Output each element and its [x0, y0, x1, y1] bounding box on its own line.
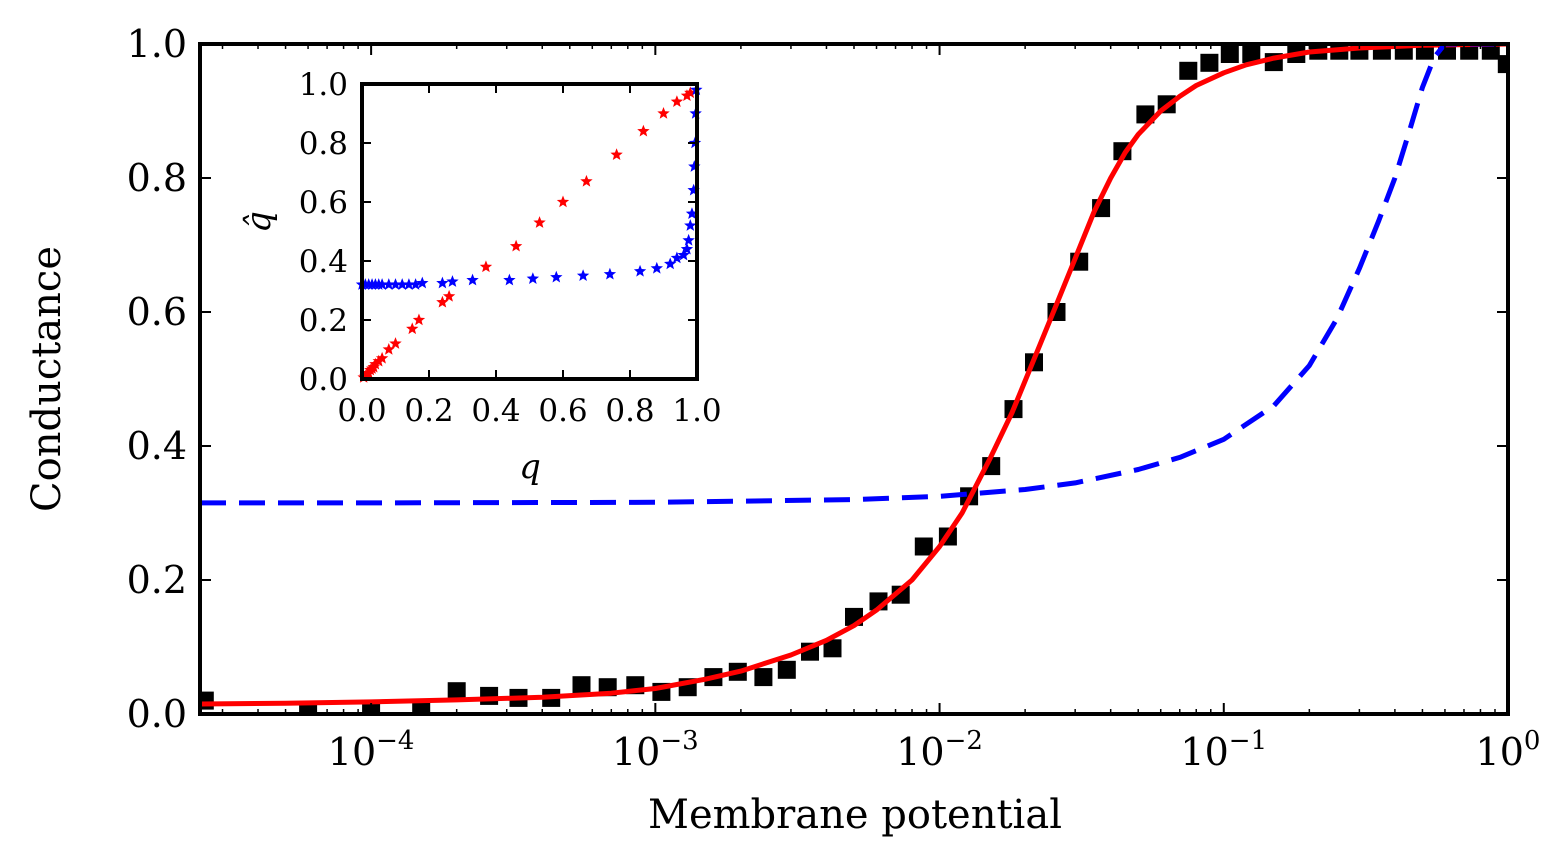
inset-y-tick-label: 0.4	[299, 244, 348, 280]
inset-y-axis-title: q̂	[239, 211, 279, 233]
inset-star-point	[576, 269, 590, 282]
y-tick-label: 0.2	[127, 558, 187, 602]
data-point-square	[447, 682, 466, 701]
main-plot-frame	[198, 42, 1510, 716]
data-point-square	[754, 668, 773, 687]
y-axis-title: Conductance	[24, 246, 70, 512]
inset-star-point	[509, 239, 523, 252]
inset-star-point	[684, 219, 697, 231]
x-tick-label: 10−2	[896, 726, 983, 774]
inset-x-axis-title: q	[519, 447, 541, 487]
inset-y-tick-label: 0.6	[299, 185, 348, 221]
inset-x-tick-label: 0.2	[404, 393, 453, 429]
inset-y-tick-label: 0.8	[299, 126, 348, 162]
inset-y-tick-label: 0.2	[299, 303, 348, 339]
inset-plot-panel: 0.0 0.2 0.4 0.6 0.8 1.0 0.0 0.2 0.4 0.6 0.8 1.0 q q…	[239, 67, 722, 487]
inset-star-point	[680, 89, 694, 102]
inset-star-point	[416, 276, 429, 289]
inset-background	[362, 84, 697, 379]
inset-star-point	[382, 343, 395, 355]
inset-x-tick-label: 0.8	[605, 393, 654, 429]
inset-star-point	[664, 257, 677, 270]
inset-star-point	[466, 273, 479, 286]
main-series-layer	[200, 44, 1508, 714]
inset-ticks-layer: 0.0 0.2 0.4 0.6 0.8 1.0 0.0 0.2 0.4 0.6 0.8 1.0	[299, 67, 722, 429]
inset-star-point	[550, 270, 563, 283]
inset-star-point	[382, 278, 395, 290]
dashed-fit-line	[200, 44, 1508, 506]
inset-star-point	[442, 289, 456, 302]
inset-star-point	[670, 95, 684, 107]
inset-x-tick-label: 0.4	[471, 393, 520, 429]
data-point-square	[1179, 61, 1198, 80]
data-point-square	[823, 639, 842, 658]
inset-star-point	[402, 278, 416, 290]
inset-star-point	[375, 278, 389, 290]
data-point-square	[777, 660, 796, 679]
inset-x-tick-label: 0.6	[538, 393, 587, 429]
inset-star-point	[503, 273, 516, 286]
x-axis-title: Membrane potential	[648, 792, 1062, 838]
y-tick-label: 0.8	[127, 156, 187, 200]
x-tick-label: 10−4	[328, 726, 415, 774]
inset-y-tick-label: 1.0	[299, 67, 348, 103]
inset-star-point	[375, 351, 389, 364]
data-point-square	[1220, 45, 1239, 63]
inset-star-point	[436, 276, 449, 289]
inset-star-point	[682, 233, 695, 246]
data-point-square	[1242, 45, 1261, 63]
inset-star-point	[389, 337, 402, 349]
inset-star-point	[637, 124, 650, 137]
inset-star-point	[436, 295, 449, 308]
y-tick-label: 0.4	[127, 424, 187, 468]
inset-x-tick-label: 0.0	[337, 393, 386, 429]
x-tick-label: 100	[1476, 726, 1541, 774]
x-tick-label: 10−3	[612, 726, 699, 774]
solid-fit-line	[200, 44, 1508, 707]
data-point-square	[1415, 44, 1434, 60]
inset-star-point	[396, 278, 409, 290]
data-point-square	[299, 703, 318, 714]
inset-star-point	[677, 248, 690, 261]
inset-star-point	[650, 261, 663, 274]
inset-star-point	[412, 313, 426, 326]
inset-star-point	[687, 183, 700, 196]
inset-star-point	[369, 357, 382, 370]
x-tick-label: 10−1	[1180, 726, 1267, 774]
data-point-square	[914, 537, 933, 556]
inset-y-tick-label: 0.0	[299, 362, 348, 398]
inset-star-point	[446, 275, 459, 287]
inset-star-point	[685, 207, 699, 220]
inset-star-point	[670, 251, 684, 264]
main-plot-panel: 10−4 10−3 10−2 10−1 100 0.0 0.2 0.4 0.6 0.8 1.0 Me…	[24, 22, 1540, 838]
inset-star-point	[526, 272, 540, 284]
inset-star-point	[610, 148, 623, 161]
inset-star-point	[533, 216, 546, 228]
inset-star-point	[633, 264, 647, 277]
inset-star-point	[684, 86, 697, 99]
y-tick-label: 0.0	[127, 692, 187, 736]
inset-star-point	[406, 322, 419, 335]
inset-plot-frame	[360, 82, 699, 381]
data-point-square	[1497, 55, 1508, 74]
inset-star-point	[389, 278, 402, 290]
inset-star-point	[556, 195, 570, 208]
y-tick-label: 0.6	[127, 290, 187, 334]
data-point-square	[572, 676, 591, 695]
inset-star-point	[479, 260, 493, 273]
inset-star-point	[409, 278, 422, 290]
y-tick-label: 1.0	[127, 22, 187, 66]
inset-x-tick-label: 1.0	[672, 393, 721, 429]
inset-star-point	[372, 354, 385, 367]
inset-star-point	[680, 242, 694, 255]
inset-star-point	[688, 160, 701, 172]
inset-star-point	[580, 174, 593, 187]
data-point-square	[1200, 53, 1219, 72]
data-point-square	[480, 686, 499, 705]
inset-star-point	[603, 267, 617, 280]
inset-star-point	[657, 107, 670, 119]
